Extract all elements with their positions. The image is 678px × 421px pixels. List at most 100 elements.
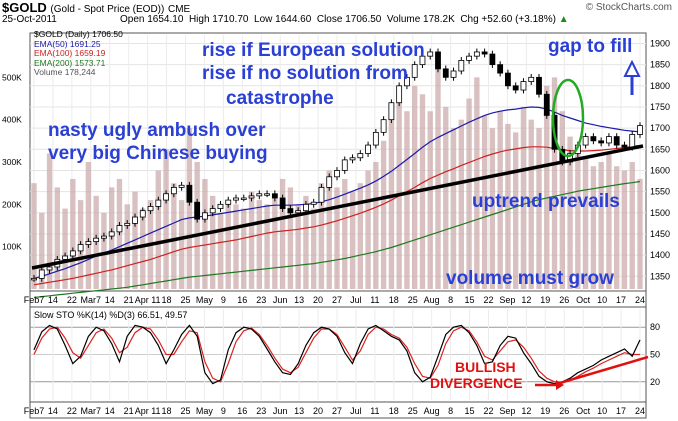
- volume-bar-61: [505, 123, 511, 290]
- volume-bar-56: [466, 98, 472, 289]
- volume-tick-0: 100K: [2, 242, 22, 252]
- price-body-34: [295, 210, 302, 214]
- price-body-53: [442, 68, 449, 78]
- volume-bar-24: [217, 212, 224, 289]
- price-body-52: [435, 51, 441, 70]
- volume-bar-69: [567, 136, 573, 289]
- x-tick-10: 9: [221, 295, 226, 305]
- volume-bar-60: [497, 111, 503, 289]
- price-body-66: [543, 93, 550, 116]
- price-body-44: [372, 131, 379, 146]
- volume-bar-32: [279, 178, 286, 289]
- stochastic-lines: [33, 324, 641, 385]
- chart-title: $GOLD (Gold - Spot Price (EOD)) CME: [2, 0, 190, 15]
- volume-bar-12: [124, 204, 130, 289]
- price-body-26: [233, 197, 239, 201]
- low-value: Low 1644.60: [254, 14, 312, 25]
- price-body-75: [613, 136, 620, 146]
- volume-bar-42: [357, 183, 363, 289]
- price-body-45: [380, 119, 387, 133]
- volume-bar-62: [513, 132, 519, 289]
- price-body-51: [427, 51, 434, 57]
- x-tick-stoch-23: 15: [465, 406, 475, 416]
- price-body-8: [93, 237, 100, 242]
- price-tick-8: 1750: [650, 102, 670, 112]
- price-body-42: [357, 153, 364, 159]
- x-tick-17: Jul: [350, 295, 362, 305]
- legend: $GOLD (Daily) 1706.50 EMA(50) 1691.25 EM…: [34, 29, 123, 78]
- volume-bar-64: [528, 119, 534, 290]
- x-tick-stoch-12: 23: [256, 406, 266, 416]
- divergence-arrow-icon: [535, 380, 564, 390]
- volume-bar-67: [551, 77, 558, 289]
- price-body-14: [139, 210, 146, 218]
- x-tick-stoch-21: Aug: [424, 406, 440, 416]
- volume-bar-41: [349, 191, 356, 289]
- x-axis-band-2: [29, 401, 647, 419]
- x-tick-7: 18: [162, 295, 172, 305]
- volume-bar-58: [481, 115, 488, 289]
- price-body-63: [520, 81, 527, 91]
- x-tick-stoch-1: 14: [48, 406, 58, 416]
- volume-bar-74: [606, 153, 612, 289]
- uptrend-line: [31, 144, 644, 270]
- price-tick-11: 1900: [650, 38, 670, 48]
- price-body-64: [528, 76, 535, 82]
- volume-tick-3: 400K: [2, 115, 22, 125]
- volume-bar-73: [598, 162, 604, 289]
- volume-bar-26: [233, 204, 239, 289]
- annotation-divergence: DIVERGENCE: [430, 375, 523, 391]
- volume-bar-65: [536, 128, 542, 289]
- price-body-37: [318, 186, 325, 203]
- x-tick-stoch-10: 9: [221, 406, 226, 416]
- price-tick-0: 1350: [650, 271, 670, 281]
- up-arrow-icon: ▲: [558, 14, 569, 25]
- ema-line-1: [33, 144, 641, 286]
- x-tick-29: Oct: [576, 295, 591, 305]
- price-body-7: [85, 241, 92, 245]
- x-tick-11: 16: [237, 295, 247, 305]
- volume-bar-37: [318, 183, 325, 289]
- x-tick-25: Sep: [499, 295, 515, 305]
- x-tick-2: 22: [67, 295, 77, 305]
- price-body-36: [310, 201, 317, 205]
- price-body-15: [147, 206, 154, 212]
- gap-arrow-icon: [623, 59, 641, 95]
- x-tick-stoch-4: 14: [105, 406, 115, 416]
- volume-bar-31: [272, 195, 278, 289]
- volume-bar-54: [450, 128, 457, 289]
- price-body-55: [458, 60, 465, 72]
- x-tick-stoch-8: 25: [180, 406, 190, 416]
- ohlc-line: Open 1654.10 High 1710.70 Low 1644.60 Cl…: [120, 14, 569, 25]
- x-tick-12: 23: [256, 295, 266, 305]
- price-tick-9: 1800: [650, 81, 670, 91]
- volume-bar-2: [46, 153, 53, 289]
- x-tick-stoch-7: 18: [162, 406, 172, 416]
- annotation-catastrophe: catastrophe: [226, 88, 334, 109]
- annotation-uptrend: uptrend prevails: [472, 191, 620, 212]
- x-tick-stoch-28: 26: [559, 406, 569, 416]
- volume-bar-17: [163, 149, 169, 289]
- price-tick-2: 1450: [650, 229, 670, 239]
- legend-ema100: EMA(100) 1659.19: [34, 48, 106, 58]
- price-body-5: [69, 250, 76, 257]
- chart-date: 25-Oct-2011: [2, 14, 57, 25]
- price-body-78: [637, 125, 643, 135]
- price-body-22: [202, 212, 208, 220]
- price-body-20: [186, 184, 193, 203]
- price-body-59: [489, 53, 496, 66]
- volume-bar-34: [295, 204, 301, 289]
- x-tick-stoch-6: Apr 11: [135, 406, 161, 416]
- x-tick-stoch-15: 20: [313, 406, 323, 416]
- x-tick-stoch-27: 19: [540, 406, 550, 416]
- stoch-d-line: [33, 326, 640, 384]
- x-tick-23: 15: [465, 295, 475, 305]
- price-tick-3: 1500: [650, 208, 670, 218]
- volume-bar-51: [427, 111, 433, 289]
- legend-volume: Volume 178,244: [34, 67, 96, 77]
- x-tick-22: 8: [448, 295, 453, 305]
- volume-bar-53: [443, 106, 449, 289]
- price-body-0: [31, 278, 37, 281]
- price-body-65: [536, 76, 542, 95]
- price-body-43: [365, 144, 371, 154]
